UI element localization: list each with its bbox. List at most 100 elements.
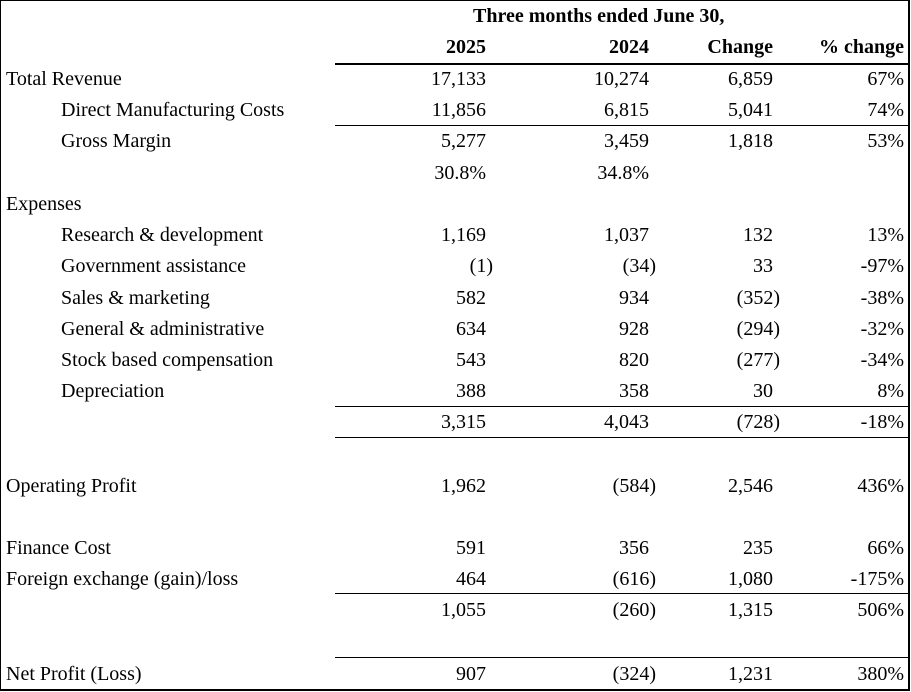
cell-change: 235 xyxy=(743,537,773,559)
cell-2024: (260) xyxy=(612,599,656,621)
table-row: 30.8% 34.8% xyxy=(0,159,911,187)
cell-2024: 356 xyxy=(619,537,649,559)
cell-change: 33 xyxy=(753,255,773,277)
row-label: Depreciation xyxy=(61,380,165,402)
cell-2024: 34.8% xyxy=(597,162,649,184)
table-row: 3,315 4,043 (728) -18% xyxy=(0,408,911,436)
row-label: Operating Profit xyxy=(6,475,137,497)
row-label: Expenses xyxy=(6,193,82,215)
header-rule xyxy=(335,63,909,65)
cell-change: (294) xyxy=(736,318,780,340)
table-row: Total Revenue 17,133 10,274 6,859 67% xyxy=(0,65,911,93)
table-row: Direct Manufacturing Costs 11,856 6,815 5,0… xyxy=(0,96,911,124)
cell-2025: 1,055 xyxy=(441,599,486,621)
cell-2025: 11,856 xyxy=(431,99,486,121)
table-row: Government assistance (1) (34) 33 -97% xyxy=(0,252,911,280)
rule xyxy=(335,593,909,594)
cell-change: 1,080 xyxy=(728,568,773,590)
row-label: Total Revenue xyxy=(6,68,122,90)
cell-2025: 464 xyxy=(456,568,486,590)
cell-change: 6,859 xyxy=(728,68,773,90)
cell-2024: 1,037 xyxy=(604,224,649,246)
row-label: Finance Cost xyxy=(6,537,111,559)
table-row: Research & development 1,169 1,037 132 13% xyxy=(0,221,911,249)
cell-2025: 388 xyxy=(456,380,486,402)
cell-pct-change: -18% xyxy=(860,411,904,433)
cell-2024: (34) xyxy=(622,255,656,277)
cell-pct-change: 380% xyxy=(857,663,904,685)
period-header-row: Three months ended June 30, xyxy=(0,2,911,30)
cell-2024: 820 xyxy=(619,349,649,371)
row-label: Government assistance xyxy=(61,255,246,277)
row-label: Stock based compensation xyxy=(61,349,274,371)
row-label: Foreign exchange (gain)/loss xyxy=(6,568,239,590)
table-row: Stock based compensation 543 820 (277) -34% xyxy=(0,346,911,374)
cell-pct-change: 66% xyxy=(867,537,904,559)
cell-2025: 634 xyxy=(456,318,486,340)
table-row: Gross Margin 5,277 3,459 1,818 53% xyxy=(0,127,911,155)
row-label: Sales & marketing xyxy=(61,287,210,309)
table-row: General & administrative 634 928 (294) -32% xyxy=(0,315,911,343)
cell-2024: (584) xyxy=(612,475,656,497)
cell-2025: 543 xyxy=(456,349,486,371)
cell-change: 1,818 xyxy=(728,130,773,152)
cell-change: 5,041 xyxy=(728,99,773,121)
cell-2025: 582 xyxy=(456,287,486,309)
cell-change: 1,231 xyxy=(728,663,773,685)
cell-pct-change: -175% xyxy=(850,568,904,590)
cell-2025: 3,315 xyxy=(441,411,486,433)
cell-2025: 5,277 xyxy=(441,130,486,152)
cell-change: 1,315 xyxy=(728,599,773,621)
column-header-row: 2025 2024 Change % change xyxy=(0,33,911,61)
cell-2025: 30.8% xyxy=(434,162,486,184)
cell-pct-change: -38% xyxy=(860,287,904,309)
table-row: Operating Profit 1,962 (584) 2,546 436% xyxy=(0,472,911,500)
table-row: Foreign exchange (gain)/loss 464 (616) 1,08… xyxy=(0,565,911,593)
cell-2025: 17,133 xyxy=(431,68,486,90)
col-header-2025: 2025 xyxy=(446,36,486,58)
cell-2025: (1) xyxy=(469,255,493,277)
cell-2024: (324) xyxy=(612,663,656,685)
cell-2024: 358 xyxy=(619,380,649,402)
cell-pct-change: 436% xyxy=(857,475,904,497)
cell-pct-change: 13% xyxy=(867,224,904,246)
cell-2024: (616) xyxy=(612,568,656,590)
cell-2024: 4,043 xyxy=(604,411,649,433)
cell-change: 2,546 xyxy=(728,475,773,497)
row-label: Net Profit (Loss) xyxy=(6,663,142,685)
table-row: Depreciation 388 358 30 8% xyxy=(0,377,911,405)
cell-change: (352) xyxy=(736,287,780,309)
cell-pct-change: 8% xyxy=(877,380,904,402)
cell-2025: 1,169 xyxy=(441,224,486,246)
col-header-pct-change: % change xyxy=(819,36,904,58)
rule xyxy=(335,657,909,658)
rule xyxy=(335,406,909,407)
table-row: Sales & marketing 582 934 (352) -38% xyxy=(0,284,911,312)
row-label: Gross Margin xyxy=(61,130,172,152)
cell-2024: 10,274 xyxy=(594,68,649,90)
period-header: Three months ended June 30, xyxy=(473,5,725,27)
rule xyxy=(335,125,909,126)
cell-change: (277) xyxy=(736,349,780,371)
cell-change: 30 xyxy=(753,380,773,402)
cell-2024: 928 xyxy=(619,318,649,340)
cell-2024: 934 xyxy=(619,287,649,309)
table-row: Expenses xyxy=(0,190,911,218)
table-row: Finance Cost 591 356 235 66% xyxy=(0,534,911,562)
col-header-2024: 2024 xyxy=(609,36,649,58)
cell-change: 132 xyxy=(743,224,773,246)
cell-change: (728) xyxy=(736,411,780,433)
col-header-change: Change xyxy=(707,36,773,58)
cell-2025: 591 xyxy=(456,537,486,559)
cell-2025: 907 xyxy=(456,663,486,685)
row-label: Research & development xyxy=(61,224,264,246)
cell-pct-change: 67% xyxy=(867,68,904,90)
cell-2025: 1,962 xyxy=(441,475,486,497)
cell-pct-change: -32% xyxy=(860,318,904,340)
cell-2024: 3,459 xyxy=(604,130,649,152)
cell-pct-change: 74% xyxy=(867,99,904,121)
table-row: 1,055 (260) 1,315 506% xyxy=(0,596,911,624)
cell-pct-change: 53% xyxy=(867,130,904,152)
row-label: General & administrative xyxy=(61,318,265,340)
